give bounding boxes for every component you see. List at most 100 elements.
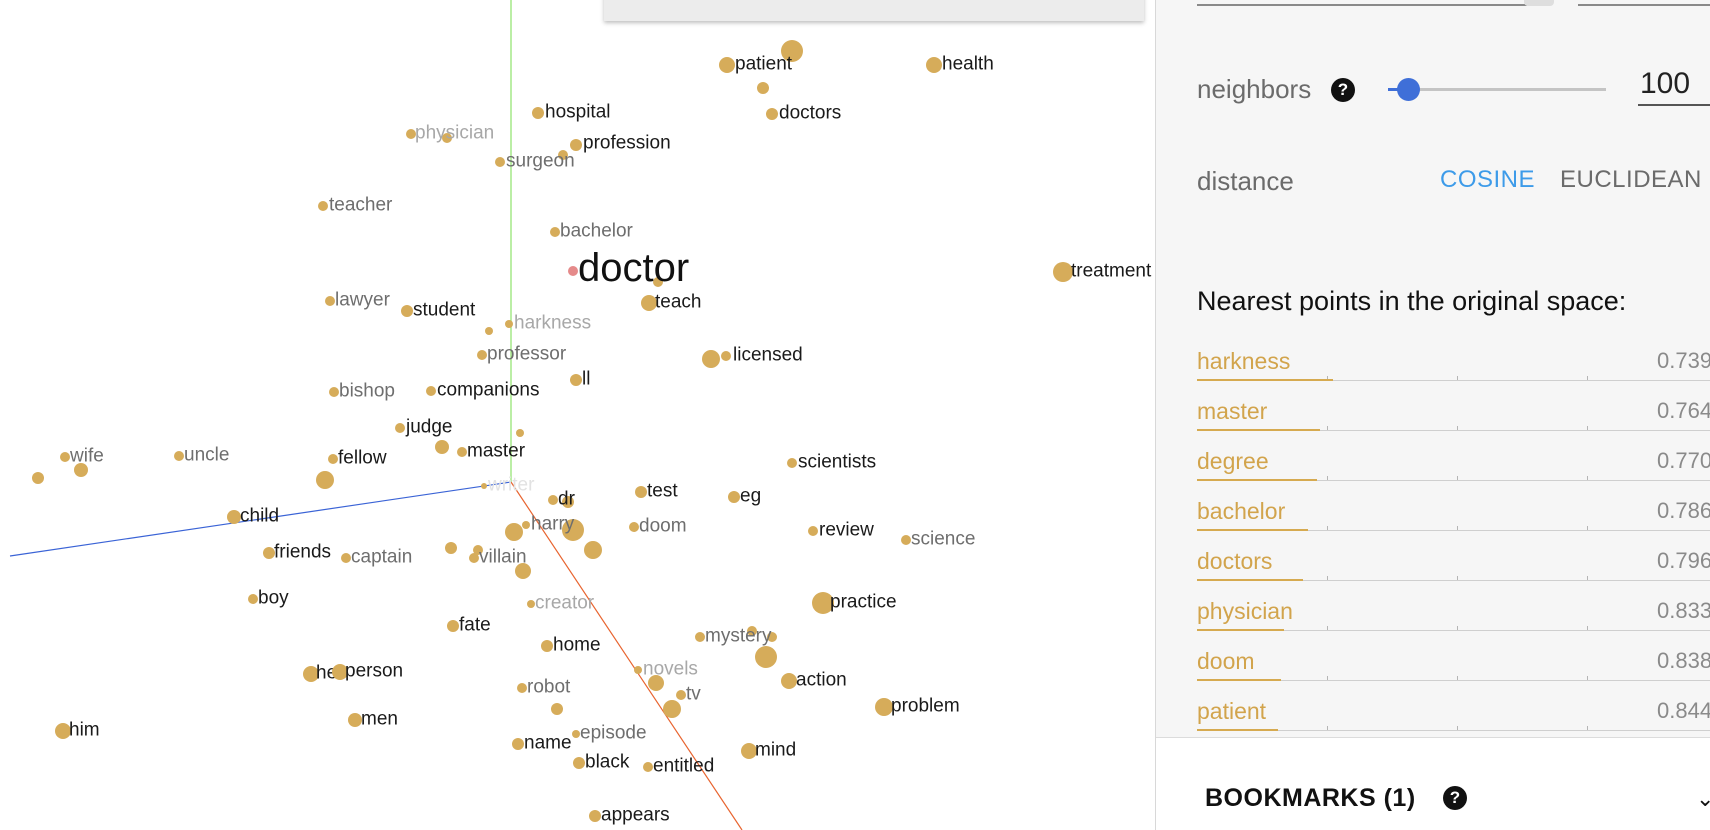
point-dot[interactable] xyxy=(584,541,602,559)
point-dot[interactable] xyxy=(505,320,513,328)
point-dot[interactable] xyxy=(60,452,70,462)
point-label[interactable]: wife xyxy=(69,446,104,467)
projection-canvas[interactable]: patient health hospital doctors physician pro… xyxy=(0,0,1155,830)
distance-cosine-button[interactable]: COSINE xyxy=(1440,166,1536,193)
point-label[interactable]: fellow xyxy=(338,448,387,469)
nearest-point-row[interactable]: degree 0.770 xyxy=(1197,440,1710,490)
neighbors-slider-track[interactable] xyxy=(1388,88,1606,91)
nearest-point-word[interactable]: doctors xyxy=(1197,548,1273,574)
point-label[interactable]: dr xyxy=(558,489,576,510)
point-label[interactable]: him xyxy=(69,720,100,741)
nearest-point-word[interactable]: master xyxy=(1197,398,1268,424)
point-label[interactable]: lawyer xyxy=(335,290,391,311)
point-label[interactable]: practice xyxy=(830,592,897,613)
point-label[interactable]: master xyxy=(467,441,526,462)
point-dot[interactable] xyxy=(505,523,523,541)
point-dot[interactable] xyxy=(348,713,362,727)
point-label[interactable]: scientists xyxy=(798,452,876,473)
point-dot[interactable] xyxy=(629,522,639,532)
point-dot[interactable] xyxy=(515,563,531,579)
point-dot[interactable] xyxy=(516,429,524,437)
point-label[interactable]: ll xyxy=(582,369,590,390)
point-dot[interactable] xyxy=(719,57,735,73)
point-dot[interactable] xyxy=(676,690,686,700)
neighbors-value-input[interactable] xyxy=(1638,64,1710,106)
point-label[interactable]: problem xyxy=(891,696,960,717)
point-dot[interactable] xyxy=(227,510,241,524)
point-label[interactable]: black xyxy=(585,752,630,773)
point-label[interactable]: bachelor xyxy=(560,221,634,242)
nearest-point-row[interactable]: master 0.764 xyxy=(1197,390,1710,440)
point-dot[interactable] xyxy=(663,700,681,718)
nearest-point-word[interactable]: doom xyxy=(1197,648,1255,674)
point-dot[interactable] xyxy=(532,107,544,119)
point-label[interactable]: health xyxy=(942,54,994,75)
point-dot[interactable] xyxy=(426,386,436,396)
point-label[interactable]: person xyxy=(345,661,403,682)
point-dot[interactable] xyxy=(635,486,647,498)
nearest-point-row[interactable]: patient 0.844 xyxy=(1197,690,1710,740)
point-label[interactable]: robot xyxy=(527,677,571,698)
point-dot[interactable] xyxy=(781,673,797,689)
point-label[interactable]: doctors xyxy=(779,103,841,124)
point-dot[interactable] xyxy=(781,40,803,62)
point-label[interactable]: doom xyxy=(639,516,687,537)
point-label[interactable]: surgeon xyxy=(506,151,575,172)
point-label[interactable]: creator xyxy=(535,593,595,614)
point-dot[interactable] xyxy=(641,295,657,311)
nearest-point-row[interactable]: doom 0.838 xyxy=(1197,640,1710,690)
point-label[interactable]: eg xyxy=(740,486,761,507)
point-dot[interactable] xyxy=(757,82,769,94)
point-label[interactable]: doctor xyxy=(578,246,689,290)
point-dot[interactable] xyxy=(589,810,601,822)
point-dot[interactable] xyxy=(562,519,584,541)
point-label[interactable]: he xyxy=(316,663,337,684)
nearest-point-word[interactable]: harkness xyxy=(1197,348,1291,374)
point-dot[interactable] xyxy=(541,640,553,652)
point-label[interactable]: name xyxy=(524,733,572,754)
point-dot[interactable] xyxy=(406,129,416,139)
point-label[interactable]: science xyxy=(911,529,975,550)
point-dot[interactable] xyxy=(477,350,487,360)
point-dot[interactable] xyxy=(512,738,524,750)
point-label[interactable]: companions xyxy=(437,380,539,401)
point-dot[interactable] xyxy=(174,451,184,461)
point-dot[interactable] xyxy=(808,526,818,536)
scatter-plot-3d[interactable]: patient health hospital doctors physician pro… xyxy=(0,0,1155,830)
point-label[interactable]: novels xyxy=(643,659,698,680)
point-label[interactable]: home xyxy=(553,635,601,656)
point-dot[interactable] xyxy=(875,698,893,716)
point-dot[interactable] xyxy=(548,495,558,505)
point-dot[interactable] xyxy=(901,535,911,545)
point-label[interactable]: bishop xyxy=(339,381,395,402)
point-dot[interactable] xyxy=(32,472,44,484)
point-dot[interactable] xyxy=(517,683,527,693)
point-label[interactable]: uncle xyxy=(184,445,229,466)
nearest-point-row[interactable]: physician 0.833 xyxy=(1197,590,1710,640)
point-dot[interactable] xyxy=(495,157,505,167)
point-dot[interactable] xyxy=(435,440,449,454)
point-label[interactable]: villain xyxy=(479,547,527,568)
nearest-point-word[interactable]: degree xyxy=(1197,448,1269,474)
point-label[interactable]: episode xyxy=(580,723,647,744)
point-dot[interactable] xyxy=(787,458,797,468)
point-dot[interactable] xyxy=(401,305,413,317)
point-dot[interactable] xyxy=(572,730,580,738)
point-dot[interactable] xyxy=(741,743,757,759)
point-dot[interactable] xyxy=(329,387,339,397)
point-dot[interactable] xyxy=(766,108,778,120)
point-label[interactable]: review xyxy=(819,520,874,541)
point-dot[interactable] xyxy=(634,666,642,674)
point-label[interactable]: licensed xyxy=(733,345,803,366)
point-dot[interactable] xyxy=(755,646,777,668)
point-label[interactable]: judge xyxy=(405,417,453,438)
point-dot[interactable] xyxy=(442,133,452,143)
point-label[interactable]: harkness xyxy=(514,313,591,334)
point-dot[interactable] xyxy=(653,277,663,287)
point-dot[interactable] xyxy=(341,553,351,563)
point-dot[interactable] xyxy=(570,374,582,386)
point-dot[interactable] xyxy=(1053,262,1073,282)
point-dot[interactable] xyxy=(473,545,483,555)
point-dot[interactable] xyxy=(457,447,467,457)
point-dot[interactable] xyxy=(469,553,479,563)
